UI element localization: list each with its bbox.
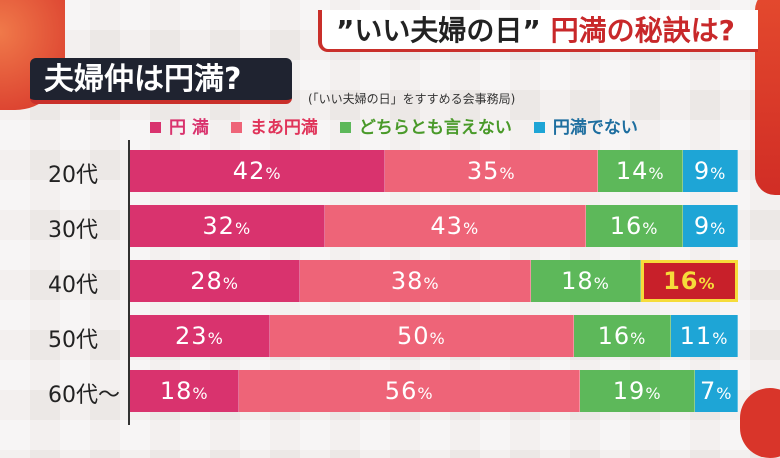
bar-segment: 7% <box>695 370 738 412</box>
category-label: 50代 <box>48 328 98 353</box>
headline-banner: ”いい夫婦の日” 円満の秘訣は? <box>318 10 758 52</box>
bar-segment: 28% <box>130 260 301 302</box>
legend-label: 円 満 <box>169 118 209 138</box>
data-label: 9% <box>693 212 727 240</box>
legend-label: 円満でない <box>552 118 638 138</box>
data-label: 16% <box>609 212 659 240</box>
bar-segment: 23% <box>130 315 270 357</box>
legend-label: まあ円満 <box>249 118 318 138</box>
bar-segment: 9% <box>683 205 738 247</box>
bar-segment: 11% <box>671 315 738 357</box>
headline-red-text: 円満の秘訣は? <box>550 14 735 47</box>
data-label: 56% <box>384 377 434 405</box>
data-label: 43% <box>430 212 480 240</box>
category-label: 30代 <box>48 218 98 243</box>
bar-segment: 16% <box>573 315 672 357</box>
bar-row: 28% 38% 18% 16% <box>130 260 738 302</box>
data-label: 7% <box>699 377 733 405</box>
bar-segment: 38% <box>300 260 532 302</box>
source-note: (「いい夫婦の日」をすすめる会事務局) <box>308 92 516 106</box>
bar-row: 18% 56% 19% 7% <box>130 370 738 412</box>
data-label: 42% <box>232 157 282 185</box>
legend: 円 満 まあ円満 どちらとも言えない 円満でない <box>150 113 638 138</box>
legend-item: どちらとも言えない <box>339 113 512 138</box>
data-label: 28% <box>190 267 239 295</box>
category-label: 20代 <box>48 163 98 188</box>
bar-segment: 50% <box>269 315 574 357</box>
data-label: 19% <box>612 377 662 405</box>
bar-row: 23% 50% 16% 11% <box>130 315 738 357</box>
legend-swatch <box>230 122 242 133</box>
bar-segment: 14% <box>598 150 684 192</box>
legend-item: 円満でない <box>533 113 638 138</box>
legend-label: どちらとも言えない <box>358 118 512 138</box>
data-label: 23% <box>175 322 224 350</box>
data-label: 14% <box>615 157 665 185</box>
bar-segment: 32% <box>130 205 325 247</box>
bar-segment: 16% <box>640 260 738 302</box>
bar-row: 42% 35% 14% 9% <box>130 150 738 192</box>
decoration <box>740 388 780 458</box>
bar-segment: 56% <box>239 370 580 412</box>
legend-item: 円 満 <box>150 113 209 138</box>
data-label: 16% <box>597 322 647 350</box>
y-axis-line <box>128 140 130 425</box>
chart-title: 夫婦仲は円満? <box>30 58 292 104</box>
bar-segment: 43% <box>324 205 586 247</box>
category-label: 40代 <box>48 273 98 298</box>
data-label: 35% <box>466 157 516 185</box>
data-label: 32% <box>202 212 252 240</box>
category-label: 60代〜 <box>48 383 120 408</box>
bar-segment: 19% <box>579 370 696 412</box>
data-label: 18% <box>561 267 610 295</box>
data-label: 11% <box>679 322 729 350</box>
legend-swatch <box>339 122 351 133</box>
bar-segment: 42% <box>130 150 386 192</box>
bar-segment: 16% <box>585 205 684 247</box>
data-label: 18% <box>159 377 209 405</box>
data-label: 38% <box>390 267 440 295</box>
legend-item: まあ円満 <box>230 113 318 138</box>
data-label: 9% <box>693 157 727 185</box>
legend-swatch <box>533 122 545 133</box>
legend-swatch <box>150 122 161 133</box>
bar-row: 32% 43% 16% 9% <box>130 205 738 247</box>
bar-segment: 18% <box>130 370 240 412</box>
bar-segment: 35% <box>385 150 599 192</box>
headline-text: ”いい夫婦の日” <box>336 14 541 47</box>
decoration <box>755 0 780 195</box>
bar-segment: 18% <box>531 260 641 302</box>
data-label: 16% <box>663 267 716 295</box>
data-label: 50% <box>396 322 446 350</box>
bar-segment: 9% <box>683 150 738 192</box>
